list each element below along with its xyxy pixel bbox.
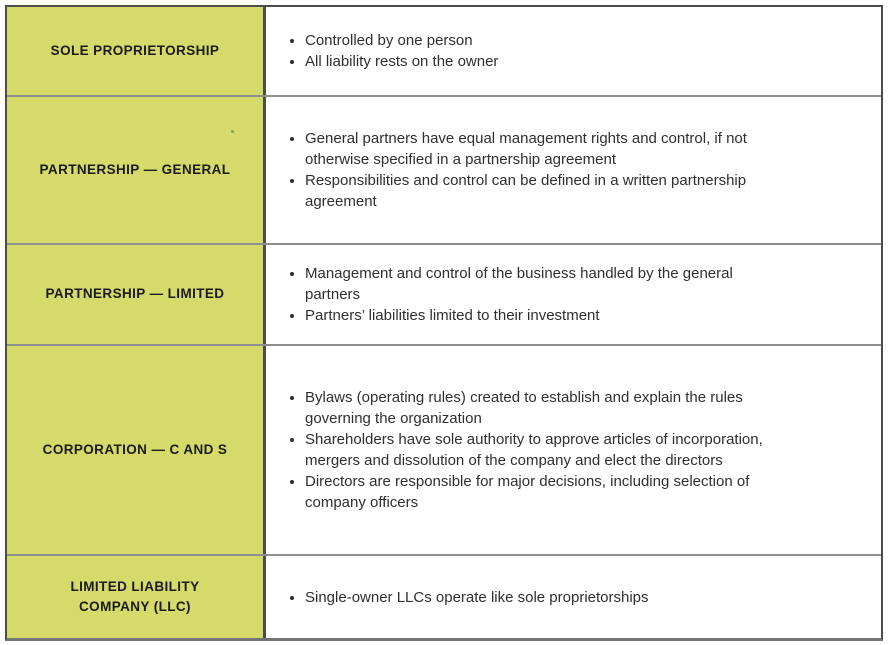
bullet-item: Directors are responsible for major deci… <box>305 471 775 513</box>
bullet-item: Management and control of the business h… <box>305 263 775 305</box>
business-structures-table: SOLE PROPRIETORSHIP Controlled by one pe… <box>5 5 883 641</box>
bullet-list: Bylaws (operating rules) created to esta… <box>288 387 775 513</box>
bullet-item: Partners’ liabilities limited to their i… <box>305 305 775 326</box>
bullet-item: Shareholders have sole authority to appr… <box>305 429 775 471</box>
entity-type-label: CORPORATION — C AND S <box>42 441 228 457</box>
bullet-item: Single-owner LLCs operate like sole prop… <box>305 587 775 608</box>
table-row: CORPORATION — C AND S Bylaws (operating … <box>7 344 881 554</box>
bullet-item: General partners have equal management r… <box>305 128 775 170</box>
entity-type-label: PARTNERSHIP — GENERAL <box>39 161 231 177</box>
entity-description-cell: Management and control of the business h… <box>266 245 881 344</box>
entity-type-cell: SOLE PROPRIETORSHIP <box>7 7 266 95</box>
table-row: PARTNERSHIP — LIMITED Management and con… <box>7 243 881 344</box>
entity-type-cell: CORPORATION — C AND S <box>7 346 266 554</box>
entity-description-cell: General partners have equal management r… <box>266 97 881 243</box>
bullet-list: Single-owner LLCs operate like sole prop… <box>288 587 775 608</box>
bullet-item: Responsibilities and control can be defi… <box>305 170 775 212</box>
table-row: LIMITED LIABILITY COMPANY (LLC) Single-o… <box>7 554 881 638</box>
entity-type-cell: LIMITED LIABILITY COMPANY (LLC) <box>7 556 266 638</box>
entity-type-label: PARTNERSHIP — LIMITED <box>45 286 225 302</box>
bullet-item: All liability rests on the owner <box>305 51 775 72</box>
entity-type-cell: PARTNERSHIP — LIMITED <box>7 245 266 344</box>
table-row: SOLE PROPRIETORSHIP Controlled by one pe… <box>7 7 881 95</box>
bullet-list: General partners have equal management r… <box>288 128 775 212</box>
bullet-list: Management and control of the business h… <box>288 263 775 326</box>
bullet-list: Controlled by one personAll liability re… <box>288 30 775 72</box>
entity-type-label: SOLE PROPRIETORSHIP <box>50 42 220 58</box>
bullet-item: Controlled by one person <box>305 30 775 51</box>
entity-description-cell: Bylaws (operating rules) created to esta… <box>266 346 881 554</box>
stray-mark <box>231 130 234 133</box>
entity-type-cell: PARTNERSHIP — GENERAL <box>7 97 266 243</box>
entity-type-label: LIMITED LIABILITY COMPANY (LLC) <box>70 578 200 614</box>
entity-description-cell: Single-owner LLCs operate like sole prop… <box>266 556 881 638</box>
bullet-item: Bylaws (operating rules) created to esta… <box>305 387 775 429</box>
table-row: PARTNERSHIP — GENERAL General partners h… <box>7 95 881 243</box>
entity-description-cell: Controlled by one personAll liability re… <box>266 7 881 95</box>
